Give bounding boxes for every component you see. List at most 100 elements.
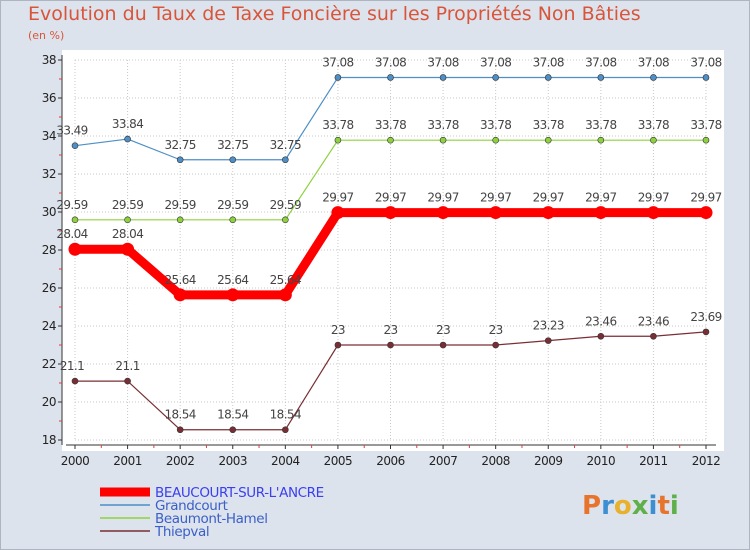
data-point bbox=[334, 74, 342, 81]
y-tick-label: 20 bbox=[42, 395, 56, 409]
data-label: 32.75 bbox=[217, 138, 248, 152]
data-label: 33.78 bbox=[322, 118, 353, 132]
data-label: 29.97 bbox=[322, 191, 353, 205]
x-tick-label: 2009 bbox=[534, 454, 563, 468]
y-tick-label: 38 bbox=[42, 53, 56, 67]
x-tick-label: 2003 bbox=[218, 454, 247, 468]
y-tick-label: 26 bbox=[42, 281, 56, 295]
proxiti-logo: Proxiti bbox=[582, 491, 679, 521]
chart-title: Evolution du Taux de Taxe Foncière sur l… bbox=[28, 3, 641, 25]
data-label: 32.75 bbox=[164, 138, 195, 152]
data-label: 33.78 bbox=[427, 118, 458, 132]
data-point bbox=[387, 136, 394, 144]
data-label: 29.59 bbox=[164, 198, 195, 212]
data-point bbox=[121, 242, 135, 256]
data-point bbox=[334, 341, 342, 349]
data-label: 37.08 bbox=[585, 55, 616, 69]
x-tick-label: 2000 bbox=[61, 454, 90, 468]
data-point bbox=[702, 74, 710, 81]
data-point bbox=[597, 332, 605, 340]
data-label: 23 bbox=[489, 323, 503, 337]
data-label: 23 bbox=[383, 323, 397, 337]
data-point bbox=[176, 156, 184, 164]
data-point bbox=[124, 135, 131, 143]
x-tick-label: 2008 bbox=[481, 454, 510, 468]
data-point bbox=[71, 142, 79, 149]
y-tick-label: 36 bbox=[42, 91, 56, 105]
unit-label: (en %) bbox=[28, 29, 65, 42]
data-point bbox=[439, 136, 447, 144]
data-point bbox=[650, 332, 657, 340]
data-label: 21.1 bbox=[115, 359, 139, 373]
data-label: 25.64 bbox=[164, 273, 195, 287]
y-tick-label: 30 bbox=[42, 205, 56, 219]
y-tick-label: 18 bbox=[42, 433, 56, 447]
data-point bbox=[436, 206, 450, 220]
x-tick-label: 2001 bbox=[113, 454, 142, 468]
data-point bbox=[124, 216, 131, 224]
data-label: 29.59 bbox=[217, 198, 248, 212]
data-label: 18.54 bbox=[270, 408, 301, 422]
data-point bbox=[489, 206, 503, 220]
data-point bbox=[544, 337, 552, 344]
data-point bbox=[650, 136, 657, 144]
data-point bbox=[282, 426, 289, 434]
data-label: 37.08 bbox=[322, 55, 353, 69]
x-tick-label: 2002 bbox=[166, 454, 195, 468]
data-label: 29.59 bbox=[56, 198, 87, 212]
data-label: 23.23 bbox=[533, 319, 564, 333]
data-point bbox=[594, 206, 608, 220]
data-point bbox=[71, 216, 79, 224]
data-point bbox=[229, 156, 237, 164]
x-tick-label: 2006 bbox=[376, 454, 405, 468]
data-point bbox=[387, 341, 394, 349]
data-point bbox=[282, 216, 289, 224]
y-tick-label: 22 bbox=[42, 357, 56, 371]
data-point bbox=[699, 206, 713, 220]
data-label: 21.1 bbox=[60, 359, 84, 373]
x-tick-label: 2011 bbox=[639, 454, 668, 468]
data-label: 37.08 bbox=[480, 55, 511, 69]
y-tick-label: 28 bbox=[42, 243, 56, 257]
data-point bbox=[384, 206, 397, 220]
data-label: 37.08 bbox=[533, 55, 564, 69]
data-label: 23 bbox=[436, 323, 450, 337]
y-tick-label: 32 bbox=[42, 167, 56, 181]
data-label: 33.78 bbox=[480, 118, 511, 132]
data-point bbox=[282, 156, 289, 164]
data-label: 25.64 bbox=[270, 273, 301, 287]
data-point bbox=[492, 74, 499, 81]
data-point bbox=[541, 206, 555, 220]
data-point bbox=[226, 288, 240, 302]
data-label: 29.59 bbox=[270, 198, 301, 212]
data-label: 18.54 bbox=[164, 408, 195, 422]
data-label: 37.08 bbox=[375, 55, 406, 69]
data-label: 29.97 bbox=[533, 191, 564, 205]
legend-label: Thiepval bbox=[154, 524, 209, 540]
data-point bbox=[702, 136, 710, 144]
data-label: 32.75 bbox=[270, 138, 301, 152]
data-point bbox=[544, 74, 552, 81]
data-point bbox=[71, 377, 79, 385]
x-tick-label: 2007 bbox=[429, 454, 458, 468]
y-tick-label: 24 bbox=[42, 319, 56, 333]
data-point bbox=[176, 426, 184, 434]
data-point bbox=[597, 136, 605, 144]
x-tick-label: 2004 bbox=[271, 454, 300, 468]
data-point bbox=[334, 136, 342, 144]
data-label: 23.46 bbox=[585, 314, 616, 328]
data-label: 33.49 bbox=[56, 124, 87, 138]
x-tick-label: 2005 bbox=[324, 454, 353, 468]
data-label: 37.08 bbox=[638, 55, 669, 69]
data-point bbox=[124, 377, 131, 385]
data-point bbox=[544, 136, 552, 144]
data-label: 33.78 bbox=[690, 118, 721, 132]
data-point bbox=[492, 136, 499, 144]
data-label: 28.04 bbox=[112, 227, 143, 241]
data-label: 28.04 bbox=[56, 227, 87, 241]
data-label: 25.64 bbox=[217, 273, 248, 287]
data-label: 29.97 bbox=[638, 191, 669, 205]
data-label: 29.97 bbox=[480, 191, 511, 205]
data-point bbox=[173, 288, 187, 302]
legend-label: Beaumont-Hamel bbox=[155, 511, 268, 527]
